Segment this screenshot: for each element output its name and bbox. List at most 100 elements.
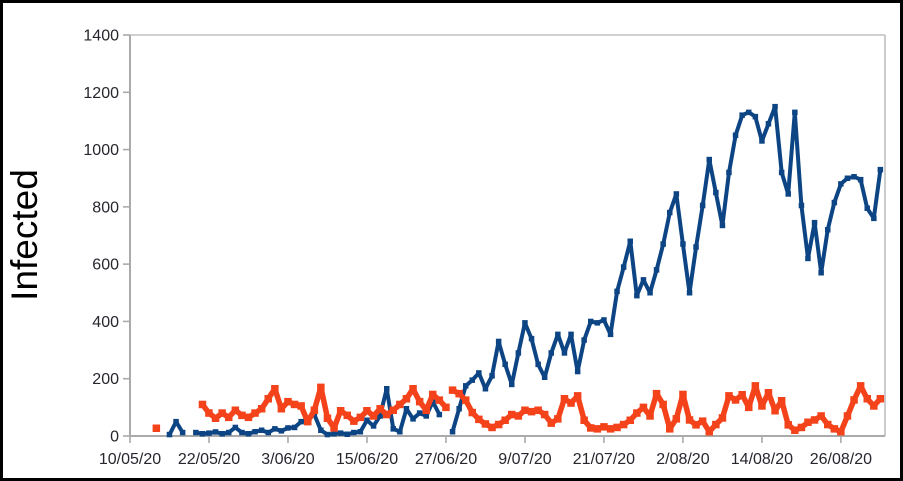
series-blue-marker [548,350,554,356]
series-orange-marker [547,419,555,427]
series-orange-marker [514,412,523,420]
series-orange-marker [264,395,272,403]
series-orange-marker [231,406,240,414]
series-blue [166,103,884,438]
series-orange-marker [402,395,411,403]
series-orange-marker [764,389,773,397]
series-orange-marker [791,426,799,434]
series-orange-marker [448,386,457,394]
series-blue-marker [620,264,627,270]
series-orange-marker [455,389,463,398]
series-orange-marker [804,418,812,426]
series-blue-marker [318,427,324,433]
series-blue-marker [778,169,785,176]
series-blue-marker [851,174,857,180]
infected-line-chart: Infected 0 200 400 600 800 1000 1200 1400 10/05/… [4,28,886,468]
series-blue-marker [805,255,811,262]
series-orange-marker [646,412,654,420]
x-tick-label: 22/05/20 [178,451,240,468]
series-blue-marker [792,109,798,116]
series-blue-marker [377,413,383,419]
series-blue-marker [555,331,561,338]
y-axis-title: Infected [4,169,45,301]
series-orange-marker [442,403,450,412]
y-tick-label: 800 [92,199,119,216]
series-orange-marker [152,424,161,432]
series-orange-marker [527,407,536,416]
series-blue-marker [634,292,640,299]
x-tick-label: 9/07/20 [498,451,551,468]
series-orange-marker [284,397,292,406]
series-orange-marker [277,405,286,413]
series-blue-marker [541,374,548,380]
series-orange-marker [837,428,845,436]
series-orange-marker [323,414,332,422]
series-blue-marker [522,320,528,326]
series-blue-marker [752,113,759,120]
series-blue-marker [798,202,805,209]
series-orange-marker [731,396,740,404]
series-orange-marker [626,416,634,424]
series-orange-marker [330,424,338,432]
x-tick-label: 15/06/20 [336,451,398,468]
series-blue-marker [739,112,745,118]
series-blue-marker [179,429,186,436]
series-blue-line [450,104,883,433]
series-orange-marker [435,396,444,404]
series-orange-marker [310,406,319,414]
series-orange-line [451,383,883,435]
series-blue-marker [811,219,818,226]
series-orange-marker [290,400,299,409]
series-blue-marker [818,270,824,276]
series-orange-marker [830,425,839,433]
series-blue-marker [719,222,726,229]
series-orange-marker [304,417,312,426]
series-blue-marker [219,431,225,437]
series-orange-marker [244,413,253,422]
series-blue-marker [423,413,429,419]
series-blue-marker [476,370,482,376]
series-blue-marker [495,338,502,345]
series-blue-marker [535,361,541,368]
series-orange-marker [343,411,351,420]
series-blue-marker [765,121,772,127]
series-orange-marker [745,403,753,412]
series-orange-marker [639,403,648,412]
series-orange-marker [580,416,588,424]
series-blue-marker [344,431,350,437]
series-blue-marker [825,227,831,233]
series-blue-marker [627,238,633,244]
series-blue-marker [746,109,752,116]
series-blue-marker [706,156,712,163]
series-blue-marker [772,103,778,110]
series-orange-marker [777,397,786,405]
series-blue-marker [193,429,199,436]
series-orange-marker [396,400,404,409]
y-tick-label: 1200 [83,85,119,102]
series-blue-marker [864,205,870,211]
series-blue-marker [272,426,278,432]
series-blue-marker [594,320,601,326]
series-orange-marker [534,406,542,414]
series-blue-marker [601,317,607,323]
series-blue-marker [838,181,844,187]
series-orange-marker [810,416,819,424]
series-blue-marker [258,427,265,433]
series-blue-marker [416,410,423,416]
series-blue-marker [509,381,515,388]
series-orange-marker [613,423,621,432]
series-blue-marker [653,267,660,273]
series-orange-marker [383,410,391,419]
series-orange-marker [863,395,871,403]
series-orange-marker [659,400,667,409]
series-blue-marker [844,175,851,181]
y-tick-label: 200 [92,371,119,388]
series-orange-marker [363,407,371,415]
series-orange-marker [876,395,885,403]
y-tick-label: 1000 [83,142,119,159]
series-orange [152,382,885,436]
series-blue-marker [581,337,587,343]
series-blue-marker [785,191,791,197]
series-blue-marker [660,241,666,247]
series-blue-marker [245,431,252,437]
